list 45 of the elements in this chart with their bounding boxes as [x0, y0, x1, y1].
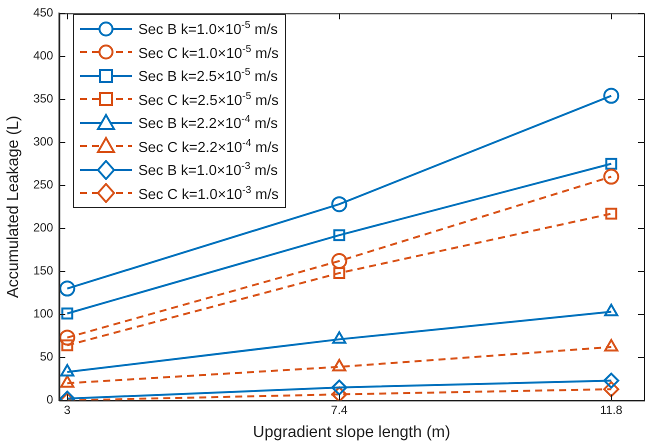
point: [61, 339, 74, 352]
x-axis-title: Upgradient slope length (m): [252, 424, 450, 441]
legend-label: Sec B k=2.2×10$^{-4}$ m/s: [138, 114, 278, 132]
point: [331, 253, 348, 270]
point: [332, 331, 346, 344]
point: [605, 158, 618, 170]
point: [603, 372, 620, 389]
point: [603, 168, 620, 185]
point: [61, 308, 74, 320]
y-tick-label: 250: [33, 178, 54, 192]
point: [331, 379, 348, 396]
point: [60, 375, 74, 388]
x-tick-label: 11.8: [600, 402, 623, 417]
y-axis-title: Accumulated Leakage (L): [5, 116, 22, 298]
x-tick-label: 3: [64, 402, 71, 417]
point: [59, 330, 76, 346]
point: [605, 208, 618, 220]
y-tick-label: 100: [33, 306, 54, 321]
y-tick-label: 200: [33, 220, 54, 235]
point: [603, 88, 620, 104]
point: [604, 304, 618, 316]
point: [603, 381, 620, 398]
legend-label: Sec B k=1.0×10$^{-5}$ m/s: [138, 20, 278, 38]
y-tick-label: 0: [46, 392, 54, 407]
y-tick-label: 450: [33, 6, 54, 20]
point: [604, 339, 618, 352]
y-tick-label: 50: [40, 350, 54, 364]
point: [331, 196, 348, 212]
point: [333, 229, 346, 242]
y-tick-label: 350: [33, 92, 54, 106]
legend-label: Sec B k=1.0×10$^{-3}$ m/s: [138, 161, 278, 179]
point: [332, 358, 346, 372]
legend-label: Sec C k=1.0×10$^{-3}$ m/s: [138, 184, 279, 202]
point: [59, 280, 76, 297]
y-tick-label: 400: [33, 48, 54, 63]
y-tick-label: 150: [33, 264, 54, 278]
y-tick-label: 300: [33, 134, 54, 149]
point: [333, 267, 346, 280]
legend-label: Sec C k=1.0×10$^{-5}$ m/s: [138, 44, 279, 62]
legend-label: Sec C k=2.2×10$^{-4}$ m/s: [138, 138, 279, 156]
legend-label: Sec B k=2.5×10$^{-5}$ m/s: [138, 67, 278, 85]
legend-label: Sec C k=2.5×10$^{-5}$ m/s: [138, 90, 279, 108]
point: [331, 386, 348, 400]
point: [60, 364, 74, 377]
x-tick-label: 7.4: [330, 402, 348, 417]
